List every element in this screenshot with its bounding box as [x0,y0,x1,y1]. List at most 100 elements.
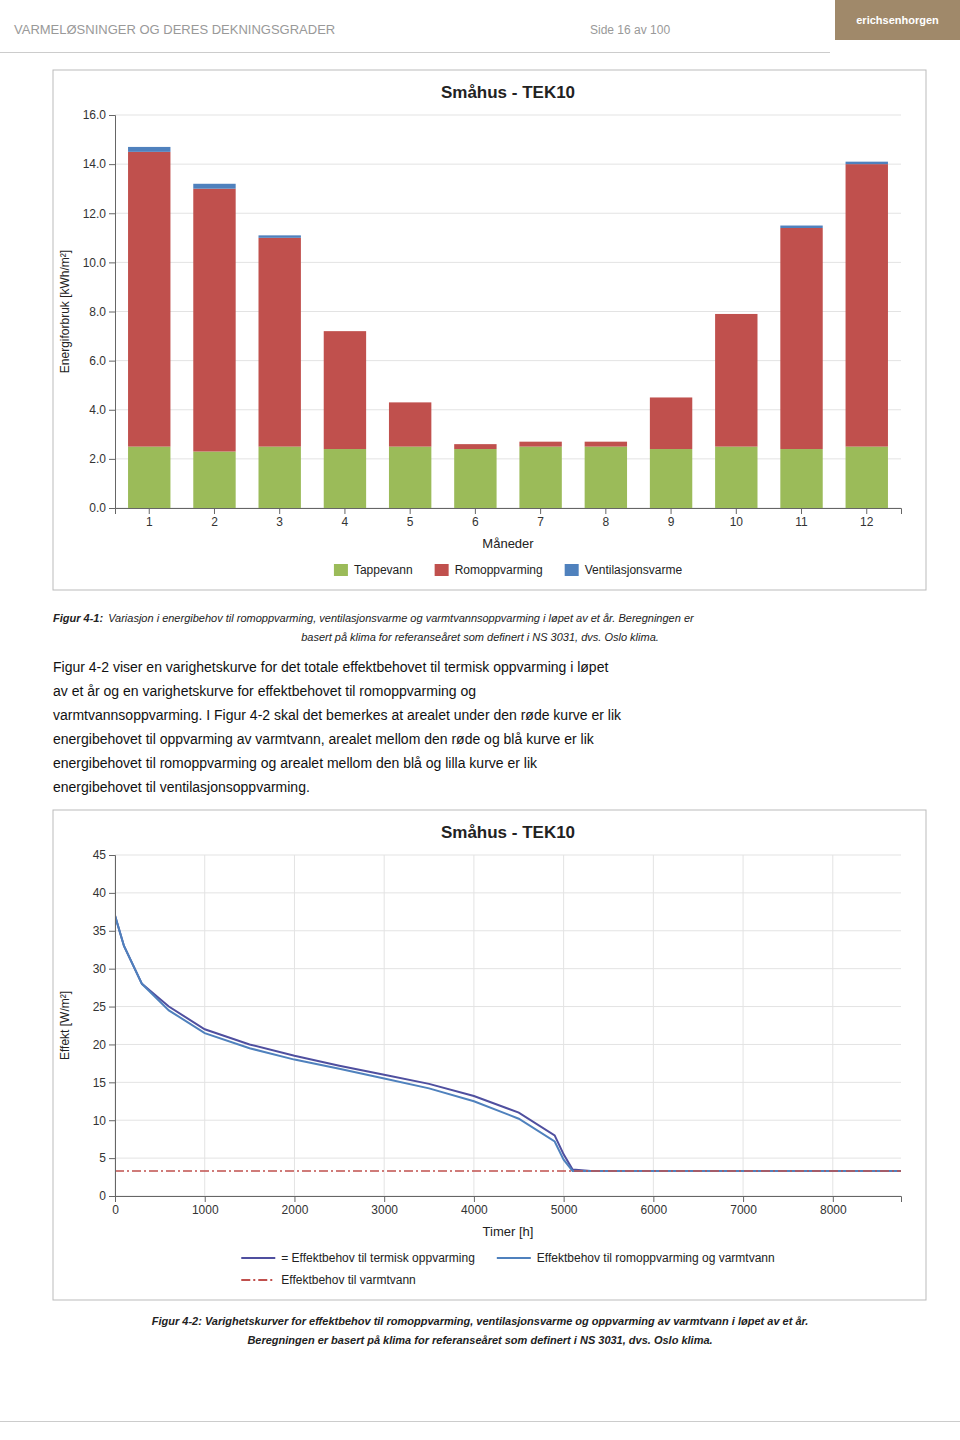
x-tick: 2 [211,508,218,529]
legend-swatch [435,564,449,576]
y-tick: 12.0 [83,207,115,221]
x-tick: 6000 [641,1196,668,1217]
bar-series [128,152,888,452]
x-axis-title: Måneder [482,536,534,551]
legend: Tappevann Romoppvarming Ventilasjonsvarme [334,563,682,577]
grid-line-x [204,855,205,1196]
x-tick: 7 [537,508,544,529]
bar [324,449,366,508]
bar [193,452,235,508]
body-line: varmtvannsoppvarming. I Figur 4-2 skal d… [53,707,622,723]
bar [324,331,366,449]
y-tick: 20 [93,1038,115,1052]
grid-line-y [115,164,901,165]
bar [193,184,235,189]
page-subtitle: Side 16 av 100 [590,23,670,37]
legend-item: Ventilasjonsvarme [565,563,683,577]
legend-label: = Effektbehov til termisk oppvarming [281,1251,475,1265]
legend-item: Effektbehov til varmtvann [241,1273,416,1287]
caption: Figur 4-2: Varighetskurver for effektbeh… [152,1315,809,1346]
grid-line-y [115,1120,901,1121]
y-tick-label: 12.0 [83,207,107,221]
legend-item: Effektbehov til romoppvarming og varmtva… [497,1251,775,1265]
y-tick: 4.0 [89,403,115,417]
grid-line-y [115,1082,901,1083]
x-tick-mark [410,508,411,514]
bar [650,449,692,508]
chart-title: Småhus - TEK10 [441,83,575,102]
x-tick-label: 7 [537,515,544,529]
y-tick-label: 35 [93,924,107,938]
y-tick: 25 [93,1000,115,1014]
legend: = Effektbehov til termisk oppvarming Effe… [241,1251,774,1287]
y-tick-mark [109,1007,115,1008]
grid-line-y [115,115,901,116]
bar [519,442,561,447]
bar [846,164,888,446]
bar [780,228,822,449]
bar [715,447,757,508]
bar [389,447,431,508]
y-tick: 14.0 [83,157,115,171]
y-axis: 0.02.04.06.08.010.012.014.016.0 [83,108,116,515]
y-tick-label: 4.0 [89,403,106,417]
bar [454,444,496,449]
y-tick-label: 20 [93,1038,107,1052]
grid-line-y [115,855,901,856]
x-tick: 1 [146,508,153,529]
bar [780,449,822,508]
chart-title: Småhus - TEK10 [441,823,575,842]
caption-label: Figur 4-1: [53,612,103,624]
x-tick-mark [475,508,476,514]
y-tick-mark [109,508,115,509]
bar [715,313,757,314]
axis-line [109,856,116,1197]
caption: Figur 4-1: Variasjon i energibehov til ro… [53,612,695,643]
chart-frame [53,810,926,1300]
grid-line-y [115,1006,901,1007]
x-tick: 10 [730,508,744,529]
y-tick-label: 2.0 [89,452,106,466]
x-axis: 123456789101112 [116,508,902,529]
legend-label: Romoppvarming [455,563,543,577]
x-tick: 1000 [192,1196,219,1217]
x-tick-label: 11 [795,515,808,529]
chart: Småhus - TEK100.02.04.06.08.010.012.014.… [58,83,902,577]
x-tick-mark [564,1196,565,1202]
bar [324,331,366,332]
y-tick: 8.0 [89,305,115,319]
x-tick-mark [605,508,606,514]
header-line [0,52,830,53]
x-axis: 010002000300040005000600070008000 [112,1196,901,1217]
grid-line-y [115,1158,901,1159]
legend-label: Effektbehov til varmtvann [281,1273,416,1287]
y-tick-mark [109,1082,115,1083]
y-axis: 051015202530354045 [93,848,116,1203]
x-tick-mark [115,1196,116,1202]
x-tick: 8 [602,508,609,529]
bar [585,442,627,447]
x-tick: 3 [276,508,283,529]
logo-box [835,0,960,40]
bar [389,402,431,403]
y-tick-label: 10 [93,1114,107,1128]
x-tick-label: 7000 [730,1203,757,1217]
line [115,916,901,1171]
grid [115,855,901,1196]
y-tick-mark [109,1158,115,1159]
y-tick-label: 30 [93,962,107,976]
grid-line-x [473,855,474,1196]
y-tick: 0.0 [89,501,115,515]
x-tick-mark [344,508,345,514]
bar [259,235,301,237]
caption-text: Variasjon i energibehov til romoppvarmin… [108,612,695,624]
x-tick-mark [833,1196,834,1202]
x-tick: 6 [472,508,479,529]
x-tick-label: 1000 [192,1203,219,1217]
legend-item: Tappevann [334,563,413,577]
y-tick: 30 [93,962,115,976]
axis-line [116,509,902,515]
line [115,1170,901,1172]
body-line: energibehovet til oppvarming av varmtvan… [53,731,595,747]
x-tick-label: 12 [860,515,874,529]
